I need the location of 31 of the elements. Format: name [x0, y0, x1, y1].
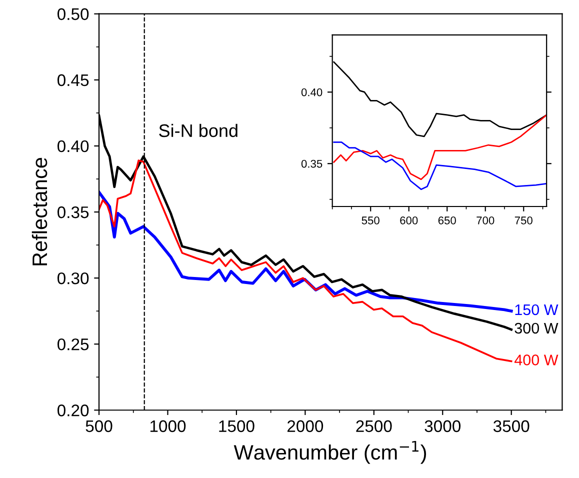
- x-tick-label: 600: [400, 216, 418, 224]
- line-series: [333, 114, 547, 180]
- series-label: 300 W: [514, 322, 558, 334]
- y-tick-label: 0.35: [301, 160, 322, 168]
- series-label: 400 W: [514, 354, 558, 366]
- y-tick-label: 0.35: [58, 206, 89, 218]
- y-tick-label: 0.30: [58, 272, 89, 284]
- x-tick-label: 650: [438, 216, 456, 224]
- line-series: [99, 160, 512, 362]
- y-tick-label: 0.45: [58, 74, 89, 86]
- series-label: 150 W: [515, 304, 558, 316]
- x-tick-label: 750: [514, 216, 532, 224]
- x-tick-label: 3000: [424, 420, 461, 432]
- x-axis-title: Wavenumber (cm$^{−1}$): [234, 440, 426, 464]
- x-tick-label: 700: [476, 216, 494, 224]
- line-series: [333, 141, 547, 190]
- y-tick-label: 0.40: [301, 88, 322, 96]
- ref-line-label: Si-N bond: [159, 124, 238, 138]
- y-tick-label: 0.50: [58, 8, 89, 20]
- y-tick-label: 0.40: [58, 140, 89, 152]
- x-tick-label: 550: [362, 216, 380, 224]
- y-tick-label: 0.20: [58, 404, 89, 416]
- x-tick-label: 2000: [287, 420, 324, 432]
- y-axis-title: Reflectance: [32, 158, 48, 266]
- x-tick-label: 1000: [150, 420, 186, 432]
- y-tick-label: 0.25: [58, 338, 89, 350]
- x-tick-label: 1500: [219, 420, 254, 432]
- line-series: [99, 190, 513, 313]
- x-tick-label: 2500: [356, 420, 392, 432]
- x-tick-label: 500: [86, 420, 112, 432]
- x-tick-label: 3500: [493, 420, 530, 432]
